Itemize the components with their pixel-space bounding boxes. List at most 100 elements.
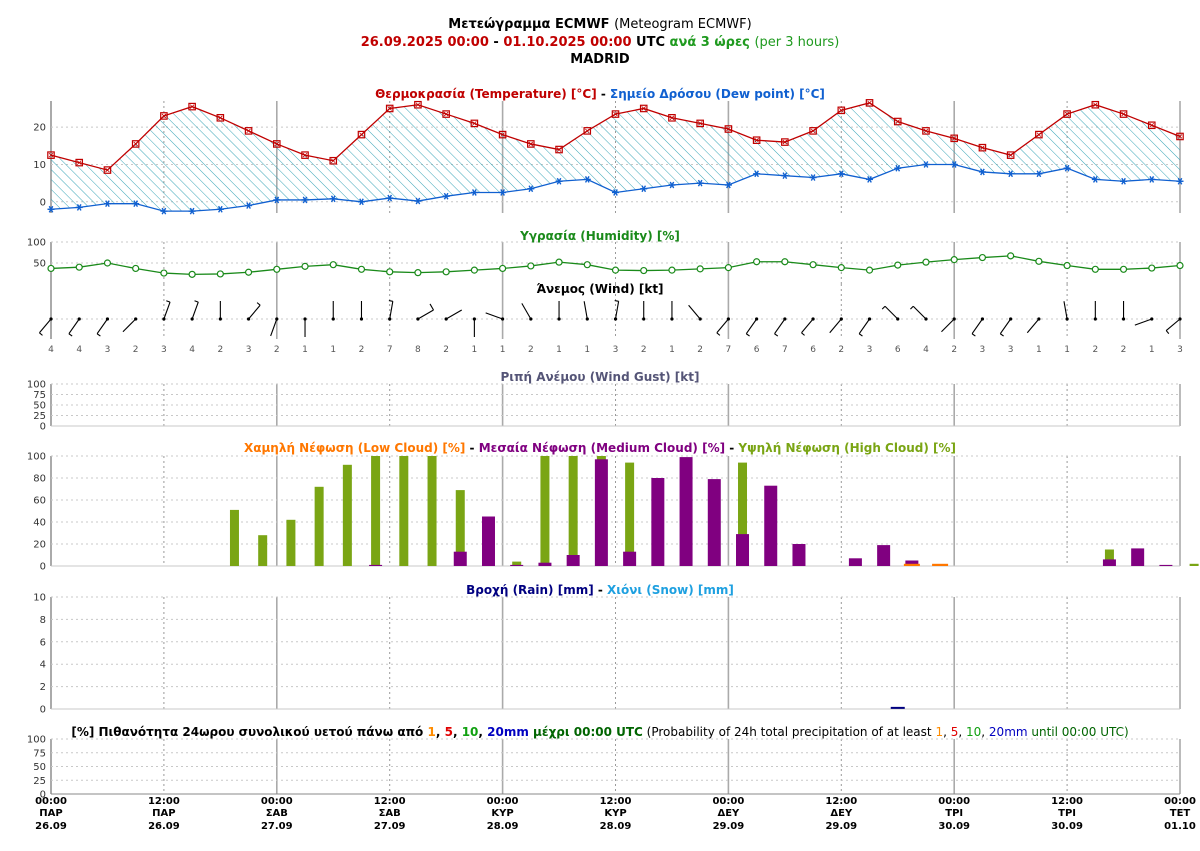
humidity-point [470,266,478,274]
y-tick-label: 100 [27,238,46,249]
wind-speed-label: 1 [1149,345,1155,355]
wind-barb [614,301,620,320]
temperature-point-cross [387,106,392,111]
wind-barb [163,301,171,320]
wind-barb [941,318,955,333]
panel-frame [50,597,1181,709]
wind-barb-feather [971,333,976,337]
medium-cloud-bar [369,564,383,566]
title-greek: Μετεώγραμμα ECMWF [448,17,610,32]
temperature-point-cross [810,128,816,134]
dew-point-point [387,194,393,202]
wind-speed-label: 6 [754,345,760,355]
dew-point-point [782,172,788,180]
humidity-point [809,261,817,269]
high-cloud-bar [427,456,437,566]
high-cloud-bar [738,462,748,566]
medium-cloud-bar [566,555,580,566]
medium-cloud-bar [736,534,750,566]
temperature-point [244,127,253,135]
title-part: Άνεμος (Wind) [kt] [536,282,663,296]
dew-point-point [105,200,110,208]
wind-speed-label: 3 [1008,345,1014,355]
wind-barb [688,304,701,320]
title-part: 5 [445,725,453,739]
x-tick-day: ΚΥΡ [604,808,626,819]
temperature-point-cross [415,102,421,108]
temperature-point [1063,110,1071,118]
wind-barb [1165,318,1181,331]
title-part: Σημείο Δρόσου (Dew point) [°C] [610,87,825,101]
temperature-point [978,143,987,152]
y-tick-label: 40 [33,518,46,529]
high-cloud-bar [1104,549,1114,566]
low-cloud-bar [903,563,920,566]
title-part: Βροχή (Rain) [mm] [466,583,594,597]
wind-speed-label: 2 [838,345,844,355]
x-tick-date: 01.10 [1164,821,1196,832]
wind-barb [122,318,137,333]
dew-point-point [810,174,816,181]
temperature-point [781,138,789,146]
step-english: (per 3 hours) [754,35,840,50]
medium-cloud-bar [651,478,665,566]
y-tick-label: 25 [33,411,46,422]
wind-barb [96,318,108,335]
temperature-point-cross [754,137,759,143]
period-utc: UTC [636,35,665,50]
x-tick-time: 00:00 [712,796,744,807]
humidity-point [1119,265,1128,273]
wind-speed-label: 7 [726,345,732,355]
dew-point-point [838,170,844,178]
title-part: μέχρι 00:00 UTC [529,725,643,739]
wind-barb-feather [388,300,393,302]
period-dash: - [493,35,499,50]
title-part: 20mm [487,725,529,739]
wind-speed-label: 4 [189,345,195,355]
title-part: - [465,441,478,455]
temperature-point [668,113,676,122]
humidity-point [1035,257,1043,265]
temperature-point [922,127,930,135]
wind-speed-label: 6 [810,345,816,355]
temperature-point [216,113,225,122]
x-tick-date: 30.09 [938,821,970,832]
humidity-point [499,264,507,273]
title-part: Υγρασία (Humidity) [%] [519,229,680,243]
title-part: Χιόνι (Snow) [mm] [607,583,734,597]
x-tick-day: ΠΑΡ [152,808,175,819]
dew-point-point [951,161,957,168]
wind-barb [971,318,983,335]
title-part: 10 [462,725,479,739]
wind-barb [858,318,870,335]
wind-barb-feather [194,300,199,303]
title-english: (Meteogram ECMWF) [614,17,752,32]
humidity-point [1176,261,1184,270]
wind-barb-feather [774,333,779,337]
temperature-point-cross [189,104,195,109]
x-tick-time: 00:00 [261,796,293,807]
title-part: Μεσαία Νέφωση (Medium Cloud) [%] [479,441,725,455]
medium-cloud-bar [1102,559,1116,566]
dew-point-point [1121,177,1126,185]
temperature-point [809,127,817,135]
wind-speed-label: 2 [359,345,365,355]
title-part: - [725,441,738,455]
temperature-point [555,145,563,154]
high-cloud-bar [314,486,324,566]
temperature-point-cross [330,158,336,164]
y-tick-label: 0 [40,705,46,716]
temperature-point-cross [669,115,675,121]
humidity-point [527,262,535,270]
wind-speed-label: 2 [1092,345,1098,355]
wind-barb [1063,301,1068,320]
temperature-point-cross [980,145,985,150]
panel-frame [50,739,1181,794]
temperature-point-cross [782,139,788,145]
y-tick-label: 20 [33,123,46,134]
panel-frame [50,456,1181,566]
wind-speed-label: 4 [923,345,929,355]
temperature-point-cross [359,132,364,137]
temperature-point [752,136,761,145]
temperature-point [273,140,281,148]
